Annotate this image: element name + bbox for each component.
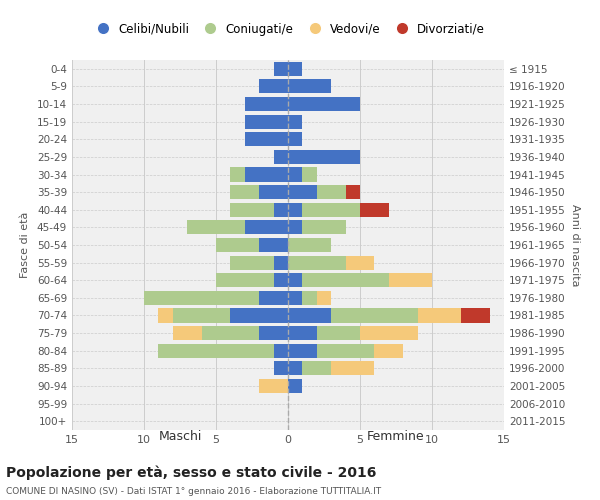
- Bar: [274, 62, 288, 76]
- Bar: [274, 362, 288, 376]
- Bar: [274, 344, 288, 358]
- Bar: [187, 220, 245, 234]
- Bar: [360, 326, 418, 340]
- Bar: [216, 273, 274, 287]
- Bar: [317, 326, 360, 340]
- Bar: [230, 202, 274, 217]
- Bar: [158, 344, 274, 358]
- Text: Popolazione per età, sesso e stato civile - 2016: Popolazione per età, sesso e stato civil…: [6, 465, 376, 479]
- Bar: [288, 256, 346, 270]
- Bar: [259, 238, 288, 252]
- Bar: [144, 291, 259, 305]
- Bar: [302, 220, 346, 234]
- Text: COMUNE DI NASINO (SV) - Dati ISTAT 1° gennaio 2016 - Elaborazione TUTTITALIA.IT: COMUNE DI NASINO (SV) - Dati ISTAT 1° ge…: [6, 488, 381, 496]
- Bar: [245, 220, 288, 234]
- Bar: [288, 202, 302, 217]
- Bar: [288, 308, 331, 322]
- Bar: [302, 362, 331, 376]
- Bar: [288, 185, 317, 199]
- Bar: [331, 362, 374, 376]
- Bar: [216, 238, 259, 252]
- Bar: [288, 80, 331, 94]
- Text: Femmine: Femmine: [367, 430, 425, 443]
- Bar: [259, 80, 288, 94]
- Bar: [259, 185, 288, 199]
- Bar: [274, 273, 288, 287]
- Bar: [288, 326, 317, 340]
- Bar: [418, 308, 461, 322]
- Bar: [331, 308, 418, 322]
- Bar: [288, 168, 302, 181]
- Bar: [230, 185, 259, 199]
- Bar: [317, 344, 374, 358]
- Bar: [288, 150, 360, 164]
- Bar: [302, 202, 360, 217]
- Bar: [245, 132, 288, 146]
- Bar: [317, 291, 331, 305]
- Bar: [245, 114, 288, 128]
- Bar: [230, 308, 288, 322]
- Text: Maschi: Maschi: [158, 430, 202, 443]
- Bar: [288, 379, 302, 393]
- Bar: [259, 291, 288, 305]
- Bar: [288, 114, 302, 128]
- Bar: [288, 62, 302, 76]
- Bar: [173, 326, 202, 340]
- Bar: [259, 379, 288, 393]
- Bar: [461, 308, 490, 322]
- Bar: [389, 273, 432, 287]
- Bar: [302, 168, 317, 181]
- Bar: [202, 326, 259, 340]
- Bar: [346, 256, 374, 270]
- Bar: [302, 273, 389, 287]
- Bar: [360, 202, 389, 217]
- Bar: [288, 220, 302, 234]
- Bar: [158, 308, 173, 322]
- Bar: [288, 362, 302, 376]
- Bar: [302, 291, 317, 305]
- Bar: [288, 344, 317, 358]
- Bar: [288, 238, 331, 252]
- Bar: [230, 256, 274, 270]
- Bar: [346, 185, 360, 199]
- Bar: [245, 168, 288, 181]
- Bar: [288, 273, 302, 287]
- Bar: [274, 256, 288, 270]
- Bar: [288, 132, 302, 146]
- Bar: [245, 97, 288, 111]
- Bar: [259, 326, 288, 340]
- Bar: [374, 344, 403, 358]
- Bar: [230, 168, 245, 181]
- Bar: [288, 97, 360, 111]
- Bar: [317, 185, 346, 199]
- Y-axis label: Anni di nascita: Anni di nascita: [569, 204, 580, 286]
- Y-axis label: Fasce di età: Fasce di età: [20, 212, 30, 278]
- Bar: [288, 291, 302, 305]
- Legend: Celibi/Nubili, Coniugati/e, Vedovi/e, Divorziati/e: Celibi/Nubili, Coniugati/e, Vedovi/e, Di…: [86, 18, 490, 40]
- Bar: [173, 308, 230, 322]
- Bar: [274, 150, 288, 164]
- Bar: [274, 202, 288, 217]
